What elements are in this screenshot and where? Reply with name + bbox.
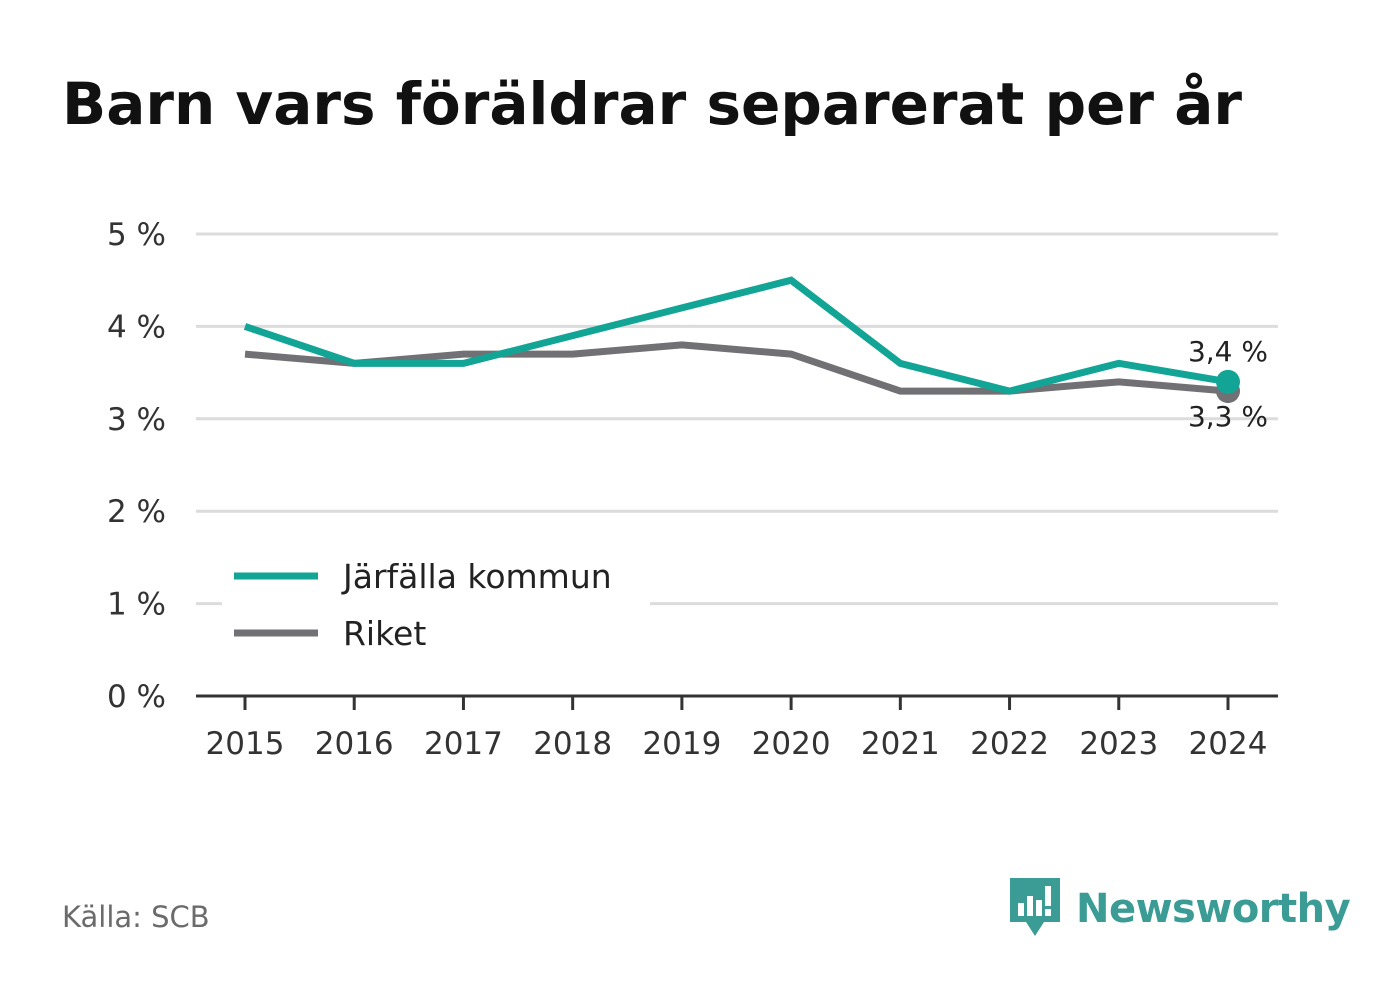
x-tick-label: 2021 bbox=[861, 726, 940, 762]
y-tick-label: 0 % bbox=[107, 679, 166, 715]
end-value-labels: 3,4 % 3,3 % bbox=[1188, 335, 1268, 433]
x-tick-label: 2019 bbox=[642, 726, 721, 762]
x-axis: 2015 2016 2017 2018 2019 2020 2021 2022 2023 2024 bbox=[196, 694, 1278, 762]
x-tick-label: 2020 bbox=[752, 726, 831, 762]
y-tick-label: 3 % bbox=[107, 402, 166, 438]
y-tick-label: 2 % bbox=[107, 494, 166, 530]
legend: Järfälla kommun Riket bbox=[222, 548, 650, 658]
end-label-jarfalla: 3,4 % bbox=[1188, 335, 1268, 368]
x-tick-label: 2016 bbox=[315, 726, 394, 762]
x-tick-label: 2024 bbox=[1189, 726, 1268, 762]
x-tick-label: 2022 bbox=[970, 726, 1049, 762]
chart-title: Barn vars föräldrar separerat per år bbox=[62, 70, 1242, 138]
legend-label: Järfälla kommun bbox=[341, 557, 612, 596]
y-axis-tick-labels: 0 % 1 % 2 % 3 % 4 % 5 % bbox=[107, 217, 166, 715]
series-end-point bbox=[1216, 369, 1240, 394]
y-tick-label: 4 % bbox=[107, 309, 166, 345]
x-tick-label: 2018 bbox=[533, 726, 612, 762]
y-tick-label: 1 % bbox=[107, 587, 166, 623]
y-tick-label: 5 % bbox=[107, 217, 166, 253]
series-lines bbox=[243, 276, 1240, 404]
source-note: Källa: SCB bbox=[62, 900, 210, 934]
x-tick-label: 2023 bbox=[1079, 726, 1158, 762]
legend-background bbox=[222, 548, 650, 658]
series-line bbox=[244, 341, 1229, 395]
end-label-riket: 3,3 % bbox=[1188, 400, 1268, 433]
x-tick-label: 2015 bbox=[206, 726, 285, 762]
legend-label: Riket bbox=[343, 614, 426, 653]
brand-logo: Newsworthy bbox=[1010, 878, 1351, 940]
newsworthy-logo-icon bbox=[1010, 878, 1060, 936]
brand-name: Newsworthy bbox=[1076, 886, 1351, 932]
series-line bbox=[243, 276, 1229, 395]
x-tick-label: 2017 bbox=[424, 726, 503, 762]
